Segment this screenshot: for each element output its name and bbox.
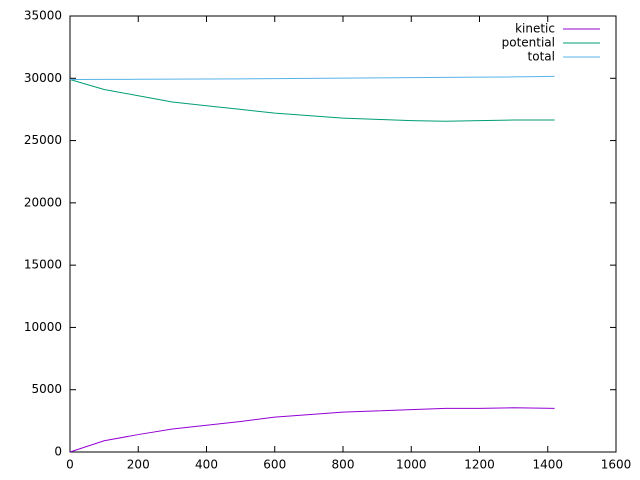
plot-frame [69,15,617,453]
x-tick-label: 400 [195,458,218,472]
series-line [69,407,555,453]
x-tick-label: 1200 [464,458,495,472]
x-tick-label: 200 [127,458,150,472]
x-tick-label: 1400 [532,458,563,472]
x-tick-label: 600 [263,458,286,472]
y-tick-label: 10000 [24,320,62,334]
legend-label: potential [502,36,555,50]
y-tick-label: 0 [54,445,62,459]
legend-label: total [528,50,555,64]
x-tick-label: 800 [332,458,355,472]
series-line [69,75,555,81]
y-tick-label: 35000 [24,9,62,23]
x-tick-label: 1600 [601,458,632,472]
legend-label: kinetic [515,22,555,36]
x-tick-label: 1000 [396,458,427,472]
y-tick-label: 15000 [24,258,62,272]
x-tick-label: 0 [66,458,74,472]
y-tick-label: 25000 [24,133,62,147]
series-line [69,79,555,122]
y-tick-label: 20000 [24,195,62,209]
y-tick-label: 5000 [31,382,62,396]
y-tick-label: 30000 [24,71,62,85]
